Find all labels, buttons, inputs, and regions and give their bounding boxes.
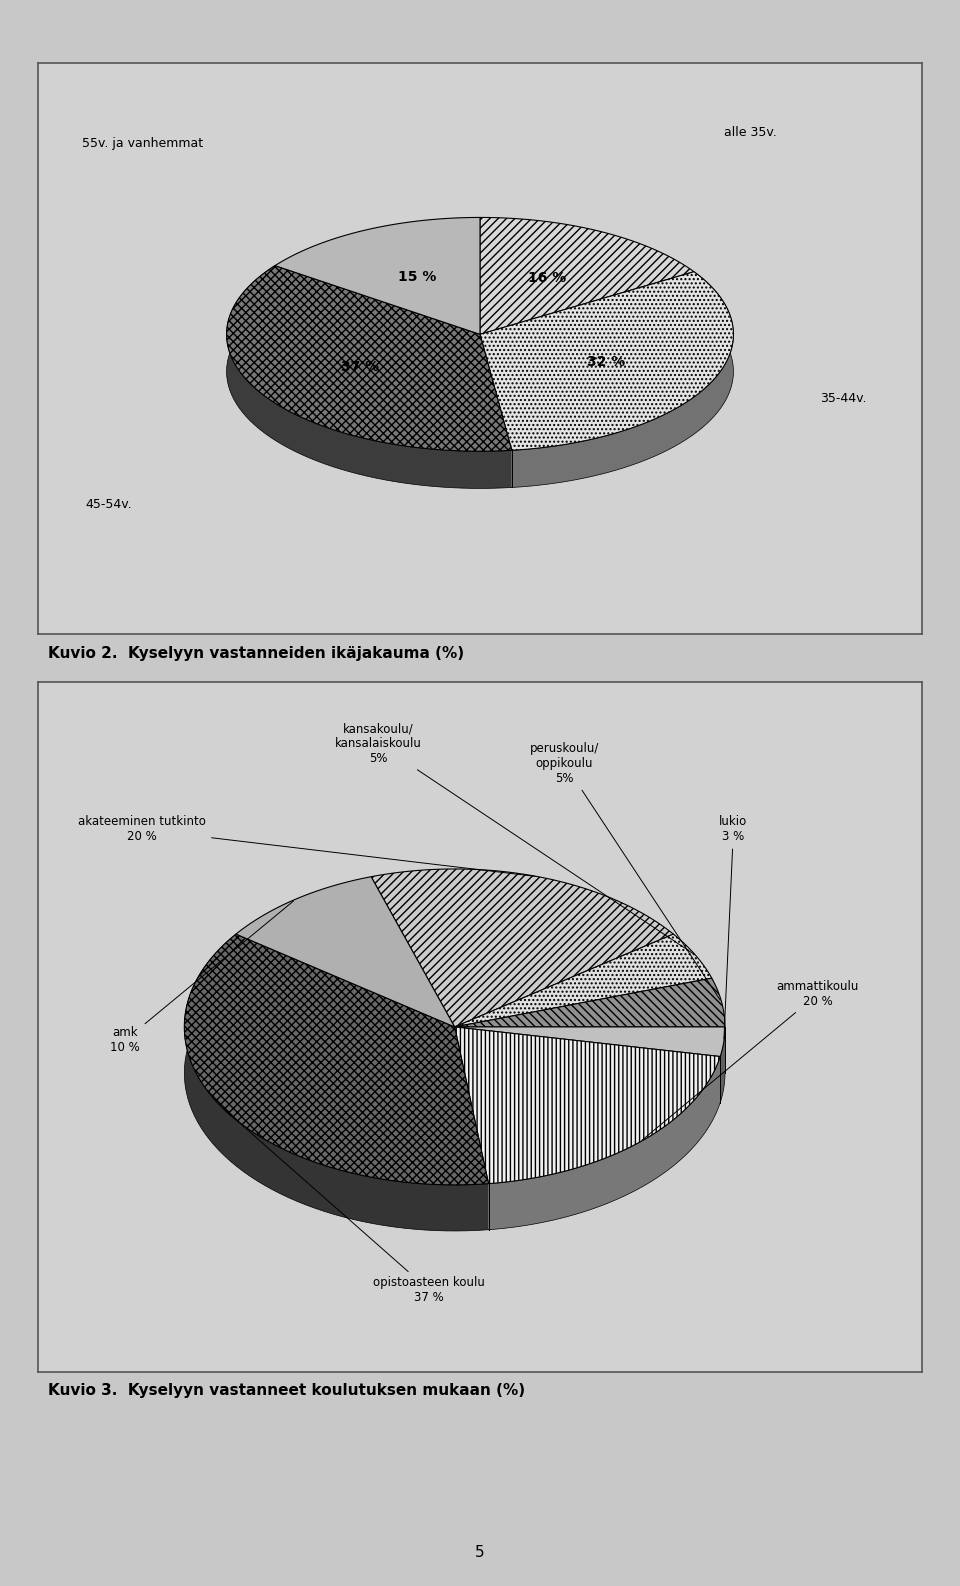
Text: alle 35v.: alle 35v.: [724, 125, 777, 140]
Polygon shape: [275, 217, 480, 335]
Polygon shape: [489, 1056, 720, 1229]
Polygon shape: [720, 1028, 725, 1102]
Polygon shape: [480, 271, 733, 450]
Text: lukio
3 %: lukio 3 %: [719, 815, 748, 1039]
Polygon shape: [512, 271, 733, 487]
Polygon shape: [184, 934, 489, 1185]
Text: opistoasteen koulu
37 %: opistoasteen koulu 37 %: [224, 1109, 485, 1304]
Text: 5: 5: [475, 1545, 485, 1561]
Polygon shape: [227, 265, 512, 450]
Polygon shape: [227, 265, 512, 488]
Polygon shape: [372, 869, 673, 1028]
Text: akateeminen tutkinto
20 %: akateeminen tutkinto 20 %: [78, 815, 536, 877]
Text: amk
10 %: amk 10 %: [110, 901, 294, 1055]
Polygon shape: [455, 1028, 725, 1056]
Text: kansakoulu/
kansalaiskoulu
5%: kansakoulu/ kansalaiskoulu 5%: [335, 722, 693, 953]
Text: peruskoulu/
oppikoulu
5%: peruskoulu/ oppikoulu 5%: [530, 742, 720, 999]
Text: Kuvio 2.  Kyselyyn vastanneiden ikäjakauma (%): Kuvio 2. Kyselyyn vastanneiden ikäjakaum…: [48, 646, 464, 660]
Polygon shape: [184, 934, 489, 1231]
Text: 35-44v.: 35-44v.: [820, 392, 867, 404]
Text: 32 %: 32 %: [587, 355, 625, 368]
Polygon shape: [455, 1028, 720, 1183]
Text: 45-54v.: 45-54v.: [85, 498, 132, 511]
Polygon shape: [236, 877, 455, 1028]
Polygon shape: [455, 934, 711, 1028]
Text: 55v. ja vanhemmat: 55v. ja vanhemmat: [82, 136, 203, 149]
Polygon shape: [455, 979, 725, 1028]
Text: 15 %: 15 %: [397, 270, 436, 284]
Text: 16 %: 16 %: [528, 271, 566, 285]
Text: 37 %: 37 %: [341, 360, 379, 374]
Text: Kuvio 3.  Kyselyyn vastanneet koulutuksen mukaan (%): Kuvio 3. Kyselyyn vastanneet koulutuksen…: [48, 1383, 525, 1397]
Text: ammattikoulu
20 %: ammattikoulu 20 %: [642, 980, 859, 1140]
Polygon shape: [480, 217, 694, 335]
